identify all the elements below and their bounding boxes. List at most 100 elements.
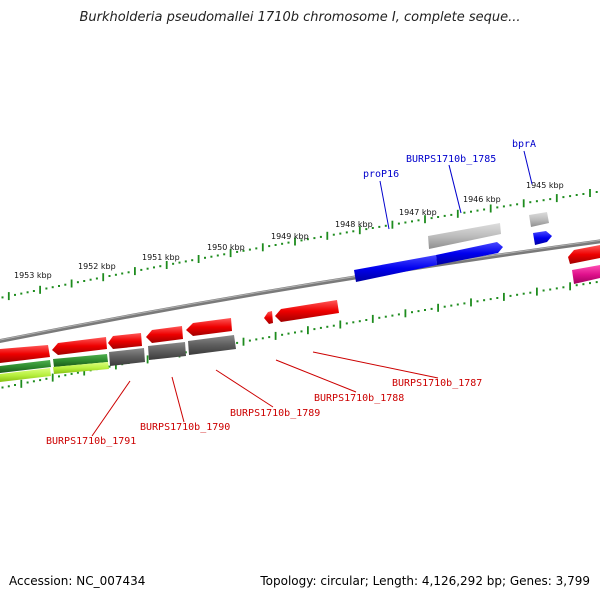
ruler-major-tick xyxy=(146,355,149,364)
gene-feature-blue[interactable] xyxy=(436,242,503,265)
genome-stats-text: Topology: circular; Length: 4,126,292 bp… xyxy=(260,574,590,588)
ruler-major-tick xyxy=(522,199,525,208)
gene-feature-green[interactable] xyxy=(53,354,108,367)
ruler-minor-tick xyxy=(153,266,155,269)
ruler-major-tick xyxy=(197,255,200,263)
kbp-label: 1952 kbp xyxy=(78,262,116,271)
gene-feature-dark[interactable] xyxy=(109,348,145,366)
ruler-minor-tick xyxy=(332,324,335,327)
gene-labels: proP16 BURPS1710b_1785 bprA BURPS1710b_1… xyxy=(46,139,536,447)
ruler-major-tick xyxy=(339,320,342,329)
gene-label-burps1710b-1788[interactable]: BURPS1710b_1788 xyxy=(314,393,404,404)
ruler-minor-tick xyxy=(172,262,175,265)
ruler-minor-tick xyxy=(339,232,342,235)
chromosome-backbone xyxy=(0,239,600,344)
ruler-minor-tick xyxy=(287,332,290,335)
ruler-minor-tick xyxy=(306,238,309,241)
ruler-minor-tick xyxy=(352,230,355,233)
gene-label-bpra[interactable]: bprA xyxy=(512,139,536,150)
ruler-minor-tick xyxy=(64,283,67,286)
ruler-minor-tick xyxy=(549,198,552,201)
ruler-minor-tick xyxy=(562,286,565,289)
ruler-minor-tick xyxy=(595,191,598,193)
ruler-major-tick xyxy=(470,298,472,307)
gene-feature-lime[interactable] xyxy=(53,362,109,374)
ruler-minor-tick xyxy=(345,231,348,234)
gene-feature-grey[interactable] xyxy=(428,223,501,249)
ruler-minor-tick xyxy=(397,222,400,225)
gene-feature-green[interactable] xyxy=(0,360,51,373)
ruler-major-tick xyxy=(424,215,426,224)
gene-feature-dark[interactable] xyxy=(188,335,236,355)
gene-label-burps1710b-1787[interactable]: BURPS1710b_1787 xyxy=(392,378,482,389)
ruler-minor-tick xyxy=(108,365,111,368)
gene-label-prop16[interactable]: proP16 xyxy=(363,169,399,180)
gene-feature-red-small[interactable] xyxy=(264,311,273,324)
gene-feature-red[interactable] xyxy=(0,345,50,363)
ruler-minor-tick xyxy=(326,325,329,328)
ruler-minor-tick xyxy=(313,328,316,331)
gene-feature-pink[interactable] xyxy=(572,265,600,284)
ruler-minor-tick xyxy=(14,293,16,296)
gene-label-burps1710b-1789[interactable]: BURPS1710b_1789 xyxy=(230,408,320,419)
gene-feature-red[interactable] xyxy=(275,300,339,322)
kbp-label: 1950 kbp xyxy=(207,243,245,252)
gene-label-burps1710b-1790[interactable]: BURPS1710b_1790 xyxy=(140,422,230,433)
ruler-minor-tick xyxy=(236,341,239,344)
ruler-minor-tick xyxy=(397,313,400,316)
callout-line xyxy=(275,359,357,393)
gene-label-burps1710b-1785[interactable]: BURPS1710b_1785 xyxy=(406,154,496,165)
ruler-major-tick xyxy=(115,361,117,370)
kbp-label: 1946 kbp xyxy=(463,195,501,204)
ruler-minor-tick xyxy=(404,221,407,224)
ruler-minor-tick xyxy=(248,248,251,251)
ruler-major-tick xyxy=(242,337,245,346)
ruler-minor-tick xyxy=(242,249,245,252)
ruler-minor-tick xyxy=(589,282,591,285)
ruler-minor-tick xyxy=(89,278,92,281)
gene-feature-dark[interactable] xyxy=(148,342,186,360)
ruler-minor-tick xyxy=(496,297,499,299)
ruler-major-tick xyxy=(307,326,309,335)
gene-feature-lime[interactable] xyxy=(0,368,51,382)
gene-feature-blue-small[interactable] xyxy=(533,231,552,245)
ruler-minor-tick xyxy=(424,309,426,311)
ruler-minor-tick xyxy=(20,292,23,295)
ruler-minor-tick xyxy=(287,241,290,244)
gene-label-burps1710b-1791[interactable]: BURPS1710b_1791 xyxy=(46,436,136,447)
forward-strand-genes xyxy=(354,212,600,284)
ruler-minor-tick xyxy=(443,305,446,308)
map-title: Burkholderia pseudomallei 1710b chromoso… xyxy=(79,10,521,25)
ruler-minor-tick xyxy=(575,284,578,287)
gene-feature-red[interactable] xyxy=(52,337,107,355)
kbp-label: 1947 kbp xyxy=(399,208,437,217)
kbp-label: 1953 kbp xyxy=(14,271,52,280)
ruler-minor-tick xyxy=(542,199,545,202)
kbp-label: 1945 kbp xyxy=(526,181,564,190)
ruler-minor-tick xyxy=(529,201,532,204)
gene-feature-red[interactable] xyxy=(146,326,183,343)
ruler-major-tick xyxy=(165,261,168,269)
callout-lines xyxy=(91,150,533,437)
ruler-minor-tick xyxy=(437,216,440,218)
ruler-major-tick xyxy=(51,373,54,382)
ruler-minor-tick xyxy=(463,211,466,214)
ruler-minor-tick xyxy=(58,375,60,378)
ruler-minor-tick xyxy=(509,294,512,297)
gene-feature-red[interactable] xyxy=(186,318,232,336)
ruler-minor-tick xyxy=(178,261,181,264)
gene-feature-grey[interactable] xyxy=(529,212,549,227)
ruler-major-tick xyxy=(294,237,296,246)
ruler-minor-tick xyxy=(140,268,143,271)
inner-ruler-track xyxy=(1,281,598,389)
ruler-minor-tick xyxy=(319,326,322,329)
ruler-minor-tick xyxy=(358,320,361,323)
gene-feature-blue[interactable] xyxy=(354,255,437,282)
gene-feature-red[interactable] xyxy=(108,333,142,349)
ruler-minor-tick xyxy=(300,239,303,242)
ruler-minor-tick xyxy=(108,275,111,277)
ruler-minor-tick xyxy=(575,194,578,196)
ruler-major-tick xyxy=(229,249,232,258)
gene-feature-red[interactable] xyxy=(568,245,600,264)
